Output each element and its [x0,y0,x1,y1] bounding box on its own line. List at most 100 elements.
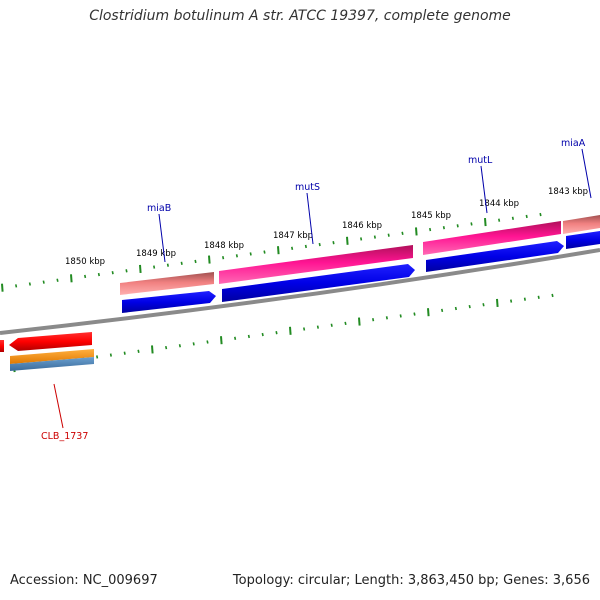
minor-tick [263,250,266,254]
minor-tick [442,226,445,230]
minor-tick [551,293,554,298]
minor-tick [482,303,485,307]
major-tick [484,217,487,227]
minor-tick [304,244,307,249]
minor-tick [206,340,209,344]
major-tick [70,274,73,283]
feature-red-left-stub [0,340,4,352]
minor-tick [372,318,375,322]
major-tick [277,246,280,255]
minor-tick [511,216,514,220]
minor-tick [153,265,156,269]
minor-tick [222,256,225,260]
minor-tick [456,224,459,228]
minor-tick [318,242,321,247]
feature-pink-mutL [423,221,561,255]
major-tick [208,255,211,264]
upper-tick-row [1,212,542,292]
minor-tick [360,237,363,241]
leader-line-mutS [306,192,314,245]
minor-tick [96,355,99,359]
kbp-label: 1848 kbp [204,241,244,251]
kbp-label: 1843 kbp [548,187,588,197]
minor-tick [316,325,319,329]
minor-tick [291,246,294,250]
genome-backbone [0,248,600,335]
major-tick [427,308,430,317]
genome-summary-text: Topology: circular; Length: 3,863,450 bp… [232,573,590,588]
minor-tick [28,282,31,286]
gene-label-CLB_1737: CLB_1737 [41,431,88,442]
feature-orange [10,349,94,364]
gene-label-mutL: mutL [468,155,493,166]
major-tick [139,264,142,274]
minor-tick [84,274,87,279]
minor-tick [97,272,100,277]
minor-tick [344,321,347,326]
minor-tick [180,261,183,265]
leader-line-miaA [581,148,592,199]
map-title: Clostridium botulinum A str. ATCC 19397,… [89,8,511,24]
minor-tick [429,227,432,232]
kbp-label: 1850 kbp [65,257,105,267]
minor-tick [192,342,195,346]
minor-tick [510,299,513,303]
gene-label-miaB: miaB [147,203,171,214]
minor-tick [56,278,59,282]
minor-tick [235,254,238,258]
kbp-label: 1846 kbp [342,221,382,231]
minor-tick [332,241,335,245]
major-tick [358,317,361,326]
minor-tick [111,271,114,275]
minor-tick [275,331,278,335]
minor-tick [539,212,542,217]
minor-tick [249,252,252,256]
minor-tick [166,263,169,267]
minor-tick [42,280,45,284]
minor-tick [525,214,528,219]
cds-arrow-miaB [122,291,216,313]
feature-steelblue [10,357,94,371]
minor-tick [15,284,18,288]
minor-tick [261,332,264,337]
minor-tick [194,259,197,264]
major-tick [220,336,223,345]
minor-tick [330,323,333,327]
minor-tick [165,345,168,350]
kbp-labels: 1850 kbp 1849 kbp 1848 kbp 1847 kbp 1846… [65,187,588,267]
minor-tick [125,269,128,273]
major-tick [289,326,292,335]
minor-tick [537,295,540,299]
leader-line-mutL [480,165,488,214]
feature-salmon-right [563,215,600,234]
kbp-label: 1845 kbp [411,211,451,221]
minor-tick [137,349,140,353]
minor-tick [470,222,473,226]
feature-red-CLB_1737 [9,332,92,351]
cds-arrow-mutS [222,264,415,302]
accession-text: Accession: NC_009697 [10,573,158,588]
leader-line-miaB [158,213,166,263]
gene-label-miaA: miaA [561,138,586,149]
kbp-label: 1844 kbp [479,199,519,209]
minor-tick [373,235,376,239]
minor-tick [441,308,444,313]
minor-tick [178,344,181,348]
minor-tick [385,316,388,320]
major-tick [496,298,499,307]
minor-tick [413,312,416,316]
cds-arrow-miaA [566,231,600,249]
minor-tick [498,218,501,222]
feature-salmon-left [120,272,214,295]
minor-tick [109,353,112,357]
minor-tick [523,297,526,301]
major-tick [1,283,4,292]
minor-tick [303,327,306,331]
minor-tick [399,314,402,318]
minor-tick [401,231,404,235]
major-tick [346,236,349,245]
lower-tick-row [13,293,554,373]
minor-tick [247,334,250,339]
kbp-label: 1847 kbp [273,231,313,241]
